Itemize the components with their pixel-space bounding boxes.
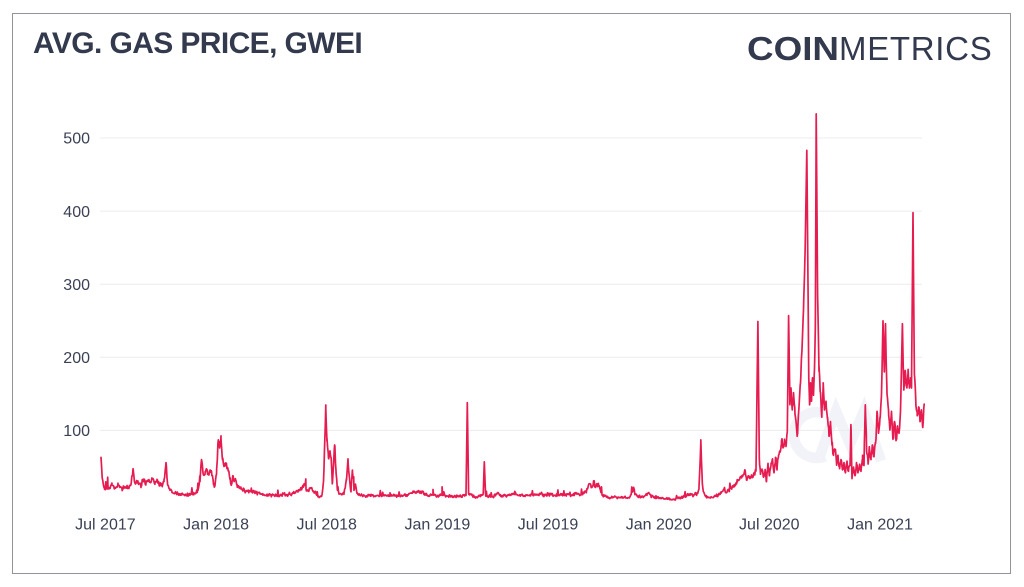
svg-text:Jan 2020: Jan 2020: [626, 517, 692, 534]
svg-text:Jan 2018: Jan 2018: [183, 517, 249, 534]
svg-text:300: 300: [63, 277, 90, 294]
svg-text:Jul 2017: Jul 2017: [75, 517, 136, 534]
svg-text:500: 500: [63, 131, 90, 148]
svg-text:Jan 2021: Jan 2021: [847, 517, 913, 534]
svg-text:Jan 2019: Jan 2019: [404, 517, 470, 534]
svg-text:Jul 2018: Jul 2018: [296, 517, 357, 534]
svg-text:200: 200: [63, 350, 90, 367]
svg-text:400: 400: [63, 204, 90, 221]
svg-text:Jul 2019: Jul 2019: [518, 517, 579, 534]
svg-text:100: 100: [63, 423, 90, 440]
svg-text:Jul 2020: Jul 2020: [739, 517, 800, 534]
